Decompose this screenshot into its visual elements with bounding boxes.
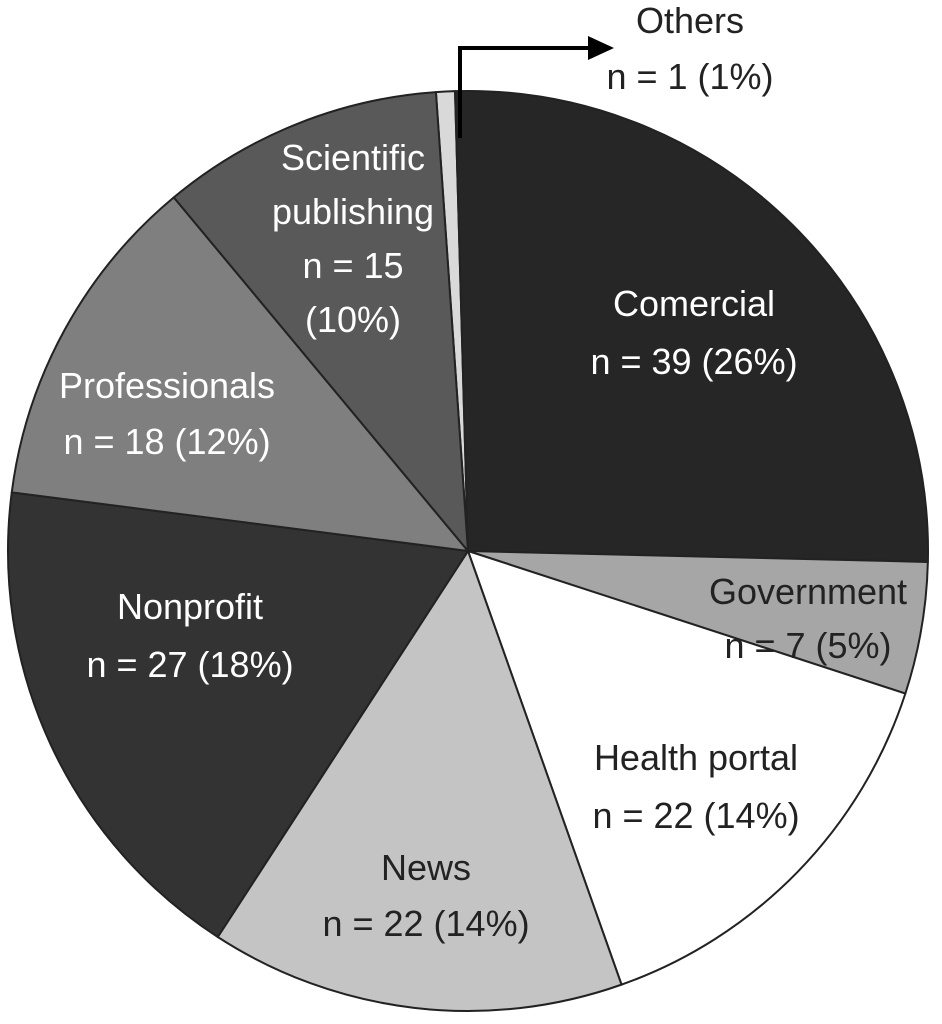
slice-news [216,550,623,1012]
others-arrow-line [458,46,592,138]
slice-scientific-publishing [172,91,469,552]
label-professionals: Professionals n = 18 (12%) [59,365,275,462]
label-government: Government n = 7 (5%) [709,571,907,666]
label-health-portal: Health portal n = 22 (14%) [592,737,799,836]
label-news: News n = 22 (14%) [322,847,529,944]
label-scientific-publishing: Scientific publishing n = 15 (10%) [272,137,434,340]
slice-nonprofit [7,491,469,938]
others-arrow-head [588,36,614,60]
label-comercial: Comercial n = 39 (26%) [590,283,797,382]
label-nonprofit: Nonprofit n = 27 (18%) [86,586,293,685]
label-others: Others n = 1 (1%) [606,0,773,97]
slice-health-portal [467,550,907,986]
slice-comercial [454,90,929,563]
slice-professionals [10,196,469,552]
